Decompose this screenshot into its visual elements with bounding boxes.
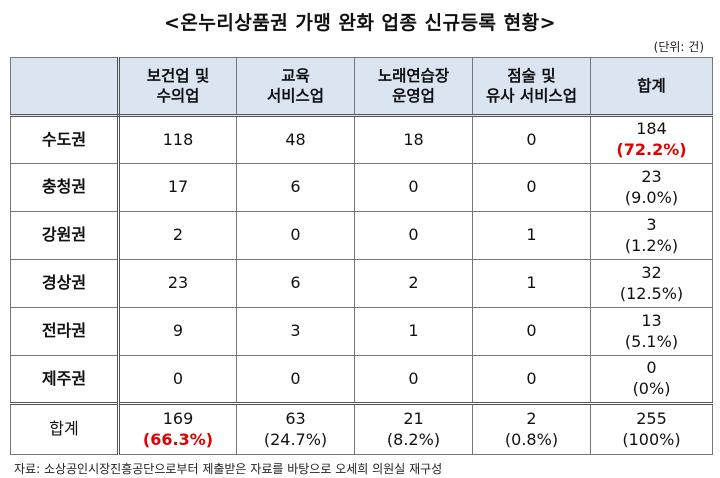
data-cell: 0 bbox=[472, 355, 591, 404]
data-cell: 0 bbox=[472, 163, 591, 212]
data-cell: 18 bbox=[354, 115, 473, 164]
row-label: 강원권 bbox=[10, 211, 120, 260]
total-cell: 21 (8.2%) bbox=[354, 402, 473, 455]
table-row: 제주권 0 0 0 0 0 (0%) bbox=[10, 355, 713, 404]
row-total-cell: 184 (72.2%) bbox=[590, 115, 713, 164]
totals-label: 합계 bbox=[10, 402, 120, 455]
data-cell: 3 bbox=[236, 307, 355, 356]
row-label: 경상권 bbox=[10, 259, 120, 308]
page-title: <온누리상품권 가맹 완화 업종 신규등록 현황> bbox=[163, 12, 557, 34]
totals-row: 합계 169 (66.3%) 63 (24.7%) 21 (8.2%) 2 (0.8%)… bbox=[10, 402, 713, 455]
total-cell: 169 (66.3%) bbox=[118, 402, 237, 455]
data-cell: 9 bbox=[118, 307, 237, 356]
total-cell: 255 (100%) bbox=[590, 402, 713, 455]
data-cell: 0 bbox=[354, 163, 473, 212]
data-cell: 1 bbox=[472, 211, 591, 260]
data-cell: 0 bbox=[354, 355, 473, 404]
data-cell: 0 bbox=[236, 355, 355, 404]
col-header-education: 교육 서비스업 bbox=[236, 57, 355, 117]
row-total-cell: 13 (5.1%) bbox=[590, 307, 713, 356]
data-cell: 6 bbox=[236, 259, 355, 308]
data-cell: 0 bbox=[472, 307, 591, 356]
table-row: 강원권 2 0 0 1 3 (1.2%) bbox=[10, 211, 713, 260]
row-total-cell: 3 (1.2%) bbox=[590, 211, 713, 260]
total-cell: 63 (24.7%) bbox=[236, 402, 355, 455]
total-cell: 2 (0.8%) bbox=[472, 402, 591, 455]
data-cell: 23 bbox=[118, 259, 237, 308]
header-row: 보건업 및 수의업 교육 서비스업 노래연습장 운영업 점술 및 유사 서비스업 합계 bbox=[10, 57, 713, 117]
corner-cell bbox=[10, 57, 120, 117]
table-row: 충청권 17 6 0 0 23 (9.0%) bbox=[10, 163, 713, 212]
col-header-fortune: 점술 및 유사 서비스업 bbox=[472, 57, 591, 117]
col-header-karaoke: 노래연습장 운영업 bbox=[354, 57, 473, 117]
data-cell: 17 bbox=[118, 163, 237, 212]
table-row: 수도권 118 48 18 0 184 (72.2%) bbox=[10, 115, 713, 164]
data-cell: 2 bbox=[354, 259, 473, 308]
data-cell: 48 bbox=[236, 115, 355, 164]
source-note: 자료: 소상공인시장진흥공단으로부터 제출받은 자료를 바탕으로 오세희 의원실… bbox=[14, 462, 443, 476]
table-row: 전라권 9 3 1 0 13 (5.1%) bbox=[10, 307, 713, 356]
row-label: 수도권 bbox=[10, 115, 120, 164]
data-cell: 1 bbox=[354, 307, 473, 356]
table-row: 경상권 23 6 2 1 32 (12.5%) bbox=[10, 259, 713, 308]
row-total-cell: 0 (0%) bbox=[590, 355, 713, 404]
col-header-health: 보건업 및 수의업 bbox=[118, 57, 237, 117]
unit-label: (단위: 건) bbox=[653, 40, 704, 54]
data-cell: 2 bbox=[118, 211, 237, 260]
row-label: 전라권 bbox=[10, 307, 120, 356]
data-cell: 0 bbox=[472, 115, 591, 164]
row-label: 충청권 bbox=[10, 163, 120, 212]
stats-table: 보건업 및 수의업 교육 서비스업 노래연습장 운영업 점술 및 유사 서비스업 합계 … bbox=[10, 57, 713, 455]
row-total-cell: 23 (9.0%) bbox=[590, 163, 713, 212]
data-cell: 6 bbox=[236, 163, 355, 212]
data-cell: 118 bbox=[118, 115, 237, 164]
data-cell: 0 bbox=[118, 355, 237, 404]
data-cell: 0 bbox=[354, 211, 473, 260]
data-cell: 0 bbox=[236, 211, 355, 260]
row-total-cell: 32 (12.5%) bbox=[590, 259, 713, 308]
row-label: 제주권 bbox=[10, 355, 120, 404]
data-cell: 1 bbox=[472, 259, 591, 308]
col-header-total: 합계 bbox=[590, 57, 713, 117]
